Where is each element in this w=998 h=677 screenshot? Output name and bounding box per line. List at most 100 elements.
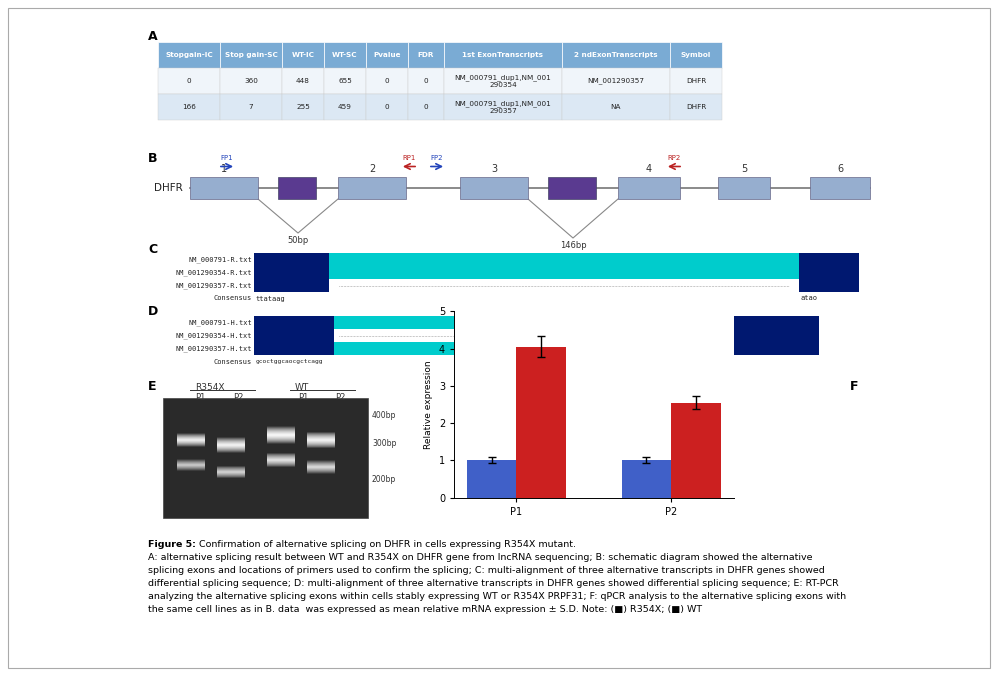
Text: NM_001290354-R.txt: NM_001290354-R.txt — [176, 269, 252, 276]
Bar — [177, 440, 205, 442]
Bar — [177, 464, 205, 466]
Text: FDR: FDR — [418, 52, 434, 58]
Bar — [549, 342, 819, 355]
Bar — [217, 451, 245, 453]
Bar — [177, 442, 205, 444]
Text: 0: 0 — [384, 78, 389, 84]
Bar — [267, 453, 295, 455]
Text: 7: 7 — [249, 104, 253, 110]
Text: 655: 655 — [338, 78, 352, 84]
Text: 448: 448 — [296, 78, 310, 84]
Bar — [307, 445, 335, 447]
Bar — [307, 444, 335, 446]
Bar — [307, 436, 335, 438]
Bar — [334, 342, 549, 355]
Bar — [217, 437, 245, 439]
Bar — [217, 470, 245, 472]
Text: NM_000791_dup1,NM_001
290357: NM_000791_dup1,NM_001 290357 — [455, 100, 551, 114]
Bar — [177, 441, 205, 443]
Text: 5: 5 — [741, 164, 748, 174]
Bar — [338, 177, 406, 199]
Bar — [622, 460, 672, 498]
Bar — [548, 177, 596, 199]
Text: 0: 0 — [187, 78, 192, 84]
Bar — [307, 465, 335, 467]
Text: 2 ndExonTranscripts: 2 ndExonTranscripts — [574, 52, 658, 58]
Bar — [220, 68, 282, 94]
Bar — [267, 434, 295, 436]
Bar — [267, 459, 295, 461]
Bar — [267, 433, 295, 435]
Bar — [267, 438, 295, 440]
Bar — [307, 437, 335, 439]
Text: 146bp: 146bp — [560, 241, 586, 250]
Text: the same cell lines as in B. data  was expressed as mean relative mRNA expressio: the same cell lines as in B. data was ex… — [148, 605, 703, 614]
Bar — [217, 444, 245, 446]
Text: 200bp: 200bp — [372, 475, 396, 485]
Bar — [444, 94, 562, 120]
Bar — [408, 94, 444, 120]
Bar — [177, 466, 205, 468]
Bar — [329, 253, 799, 266]
Bar — [670, 94, 722, 120]
Text: Figure 5:: Figure 5: — [148, 540, 196, 549]
Bar — [307, 434, 335, 436]
Text: Consensus: Consensus — [214, 295, 252, 301]
Bar — [217, 445, 245, 447]
Bar — [267, 436, 295, 438]
Bar — [307, 464, 335, 466]
Bar — [158, 68, 220, 94]
Bar — [307, 461, 335, 463]
Bar — [177, 459, 205, 461]
Bar — [324, 94, 366, 120]
Text: E: E — [148, 380, 157, 393]
Bar — [307, 433, 335, 435]
Text: NM_001290354-H.txt: NM_001290354-H.txt — [176, 332, 252, 338]
Text: 1: 1 — [221, 164, 228, 174]
Bar — [307, 443, 335, 445]
Bar — [158, 42, 220, 68]
Bar — [177, 439, 205, 441]
Bar — [562, 42, 670, 68]
Bar — [177, 435, 205, 437]
Bar — [307, 469, 335, 471]
Text: Stop gain-SC: Stop gain-SC — [225, 52, 277, 58]
Text: 166: 166 — [182, 104, 196, 110]
Text: WT-SC: WT-SC — [332, 52, 358, 58]
Text: D: D — [148, 305, 159, 318]
Bar — [158, 94, 220, 120]
Bar — [324, 42, 366, 68]
Text: NM_000791_dup1,NM_001
290354: NM_000791_dup1,NM_001 290354 — [455, 74, 551, 88]
Bar — [267, 432, 295, 434]
Bar — [516, 347, 566, 498]
Text: NM_001290357-R.txt: NM_001290357-R.txt — [176, 282, 252, 289]
Bar — [177, 460, 205, 462]
Bar — [307, 438, 335, 440]
Text: atao: atao — [801, 295, 818, 301]
Text: taaacagaatctggtgattatggptaag: taaacagaatctggtgattatggptaag — [551, 359, 656, 364]
Bar — [267, 428, 295, 430]
Bar — [307, 440, 335, 442]
Bar — [177, 461, 205, 463]
Bar — [467, 460, 516, 498]
Bar — [810, 177, 870, 199]
Text: NA: NA — [611, 104, 621, 110]
Bar — [177, 467, 205, 469]
Bar — [177, 434, 205, 436]
Bar — [177, 468, 205, 470]
Text: RP2: RP2 — [668, 155, 681, 161]
Bar — [718, 177, 770, 199]
Text: Consensus: Consensus — [214, 359, 252, 364]
Bar — [267, 463, 295, 465]
Bar — [217, 441, 245, 443]
Bar — [177, 463, 205, 465]
Bar — [444, 68, 562, 94]
Text: 3: 3 — [491, 164, 497, 174]
Text: Pvalue: Pvalue — [373, 52, 401, 58]
Bar — [307, 467, 335, 469]
Bar — [177, 437, 205, 439]
Bar — [799, 253, 859, 266]
Bar — [267, 454, 295, 456]
Text: 0: 0 — [384, 104, 389, 110]
Bar — [217, 472, 245, 474]
